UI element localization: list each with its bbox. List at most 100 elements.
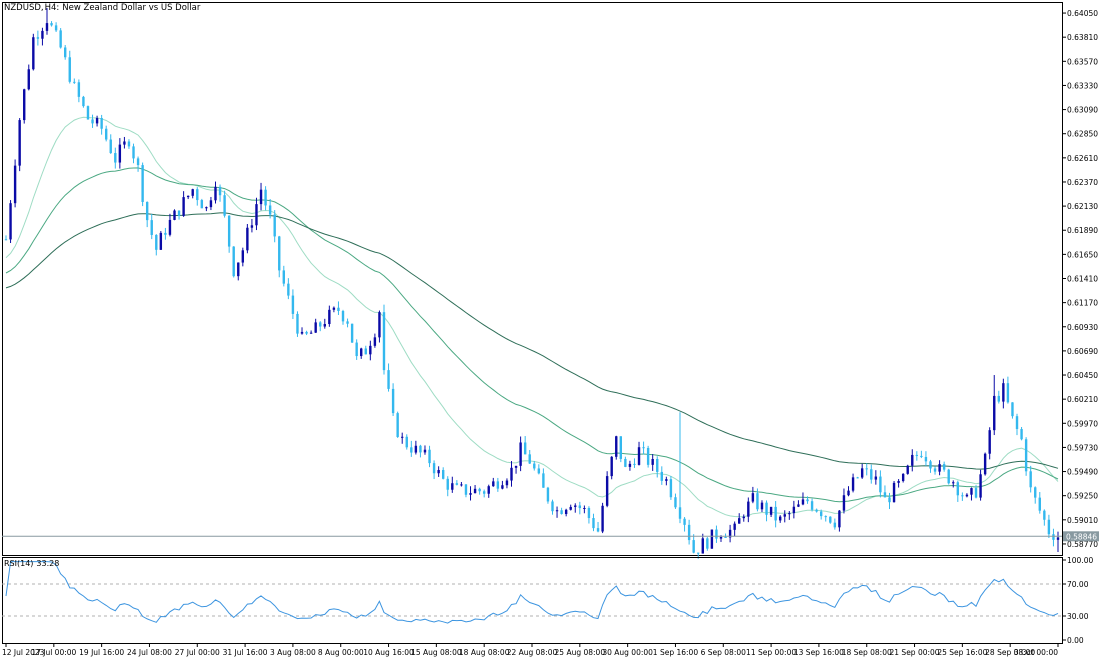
candle-body [651, 458, 654, 465]
candle-body [760, 502, 764, 510]
candle-body [150, 220, 153, 235]
price-tick-label: 0.61410 [1067, 275, 1098, 284]
candle-body [697, 552, 700, 554]
candle-body [569, 506, 572, 510]
candle-body [241, 250, 245, 263]
time-tick-label: 12 Jul 2023 [2, 648, 45, 657]
time-tick-label: 18 Sep 08:00 [842, 648, 892, 657]
candle-body [145, 201, 149, 221]
candle-body [423, 449, 427, 453]
candle-body [678, 507, 682, 519]
candle-body [387, 370, 390, 389]
candle-body [255, 204, 258, 226]
candle-body [246, 227, 249, 251]
candle-body [920, 455, 923, 457]
candle-body [191, 189, 194, 196]
candle-body [410, 447, 413, 453]
time-tick-label: 30 Aug 00:00 [602, 648, 653, 657]
candle-body [915, 454, 919, 456]
candle-body [747, 501, 750, 517]
candle-body [95, 118, 99, 124]
candle-body [478, 488, 481, 492]
price-tick-label: 0.64050 [1067, 9, 1098, 18]
candle-body [865, 468, 868, 470]
candle-body [769, 506, 773, 515]
candle-body [615, 436, 618, 457]
candle-body [851, 477, 855, 491]
time-tick-label: 3 Aug 08:00 [270, 648, 316, 657]
candle-body [364, 348, 367, 355]
price-tick-label: 0.59970 [1067, 419, 1098, 428]
candle-body [86, 106, 90, 120]
candle-body [36, 37, 40, 39]
candle-body [738, 518, 741, 524]
rsi-tick-label: 100.00 [1067, 556, 1093, 565]
candle-body [879, 476, 882, 493]
candle-body [391, 388, 395, 414]
candle-body [1020, 429, 1023, 440]
candle-body [278, 236, 281, 271]
candle-body [523, 442, 527, 455]
time-tick-label: 13 Sep 16:00 [794, 648, 844, 657]
time-tick-label: 24 Jul 08:00 [127, 648, 172, 657]
candle-body [988, 430, 991, 454]
candle-body [132, 146, 135, 159]
candle-body [419, 445, 422, 453]
candle-body [897, 481, 900, 483]
rsi-line [5, 561, 1059, 624]
price-tick-label: 0.62850 [1067, 130, 1098, 139]
candle-body [346, 321, 349, 324]
candle-body [196, 189, 199, 201]
candle-body [819, 511, 823, 517]
candle-body [901, 473, 905, 482]
price-tick-label: 0.62130 [1067, 202, 1098, 211]
time-tick-label: 22 Aug 08:00 [507, 648, 558, 657]
candle-body [114, 153, 117, 163]
candle-body [109, 139, 112, 154]
candle-body [906, 465, 909, 474]
candle-body [50, 23, 53, 26]
candle-body [401, 436, 404, 438]
candle-body [947, 469, 950, 484]
candle-body [692, 540, 695, 553]
candle-body [1038, 497, 1041, 511]
candle-body [464, 484, 468, 495]
time-tick-label: 1 Sep 16:00 [653, 648, 699, 657]
candle-body [446, 478, 449, 490]
candle-body [542, 473, 545, 488]
price-tick-label: 0.63330 [1067, 81, 1098, 90]
candle-body [223, 195, 226, 216]
candle-body [528, 454, 531, 464]
candle-body [956, 482, 960, 496]
candle-body [642, 447, 645, 449]
candle-body [23, 89, 26, 121]
candle-body [250, 225, 254, 228]
price-tick-label: 0.60450 [1067, 371, 1098, 380]
candle-body [127, 141, 131, 147]
rsi-label: RSI(14) 33.28 [4, 559, 59, 568]
candle-body [227, 215, 231, 247]
time-tick-label: 11 Sep 00:00 [746, 648, 796, 657]
candle-body [460, 484, 463, 486]
candle-body [200, 200, 204, 209]
candle-body [414, 445, 418, 453]
candle-body [9, 203, 12, 240]
time-tick-label: 28 Sep 08:00 [985, 648, 1035, 657]
candle-body [496, 481, 500, 489]
moving-averages [5, 116, 1059, 518]
candle-body [268, 205, 272, 215]
candle-body [492, 481, 495, 487]
candle-body [164, 232, 167, 235]
candle-body [546, 487, 550, 502]
candle-body [665, 479, 668, 481]
candle-body [123, 141, 126, 145]
candle-body [637, 447, 641, 465]
candle-body [428, 449, 431, 464]
price-tick-label: 0.62610 [1067, 154, 1098, 163]
candle-body [633, 463, 636, 465]
candle-body [4, 239, 8, 241]
candle-body [806, 499, 809, 502]
time-tick-label: 3 Oct 00:00 [1014, 648, 1058, 657]
candle-body [1029, 471, 1032, 488]
